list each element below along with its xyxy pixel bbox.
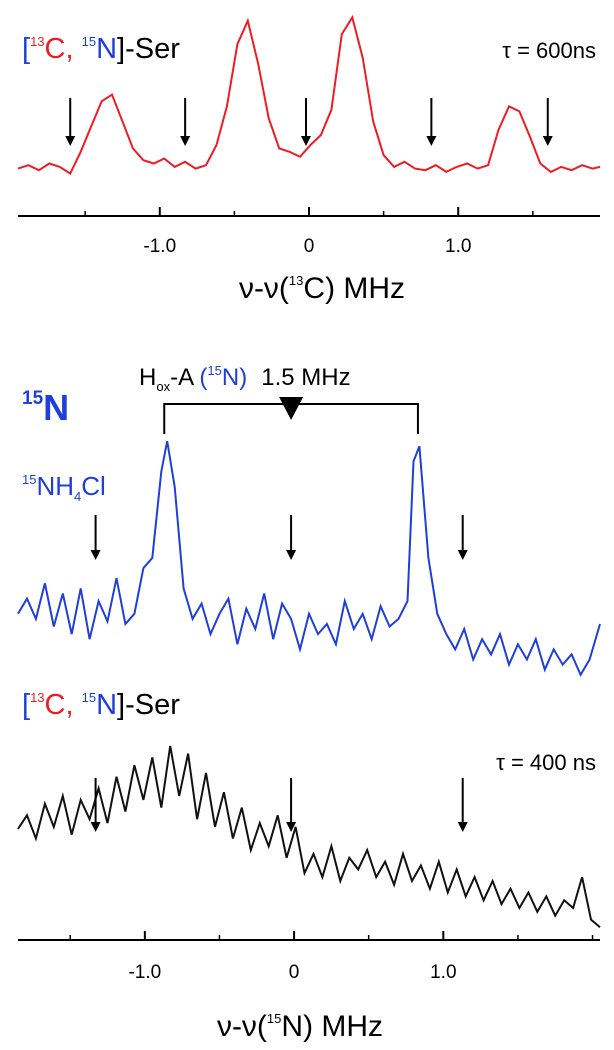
top-tick-label: 1.0 bbox=[445, 236, 471, 257]
top-arrows bbox=[65, 98, 553, 146]
bottom-x-ticks: -1.0 0 1.0 bbox=[69, 931, 594, 983]
bottom-arrows bbox=[90, 515, 468, 832]
blue-arrow bbox=[286, 515, 297, 560]
top-tick-label: 0 bbox=[304, 236, 315, 257]
top-arrow bbox=[301, 98, 312, 146]
bracket-center-marker bbox=[279, 397, 304, 420]
black-arrow bbox=[457, 778, 468, 832]
bottom-sample-label: [13C, 15N]-Ser bbox=[22, 689, 180, 721]
top-x-ticks: -1.0 0 1.0 bbox=[84, 207, 534, 257]
top-tick-label: -1.0 bbox=[143, 236, 176, 257]
bottom-tick-label: 0 bbox=[289, 962, 300, 983]
bottom-panel-15n: 15N Hox-A (15N) 1.5 MHz 15NH4Cl [13C, 15N… bbox=[17, 363, 601, 1043]
top-arrow bbox=[542, 98, 553, 146]
bottom-tick-label: 1.0 bbox=[430, 962, 456, 983]
nh4cl-label: 15NH4Cl bbox=[22, 471, 106, 504]
top-arrow bbox=[65, 98, 76, 146]
top-tau-label: τ = 600ns bbox=[502, 38, 596, 63]
top-x-axis-title: ν-ν(13C) MHz bbox=[239, 272, 405, 305]
ser-spectrum-trace bbox=[17, 745, 601, 929]
top-spectrum-trace bbox=[17, 14, 601, 176]
bottom-tick-label: -1.0 bbox=[128, 962, 161, 983]
bottom-tau-label: τ = 400 ns bbox=[496, 750, 596, 775]
blue-arrow bbox=[457, 515, 468, 560]
black-arrow bbox=[286, 778, 297, 832]
top-arrow bbox=[426, 98, 437, 146]
top-arrow bbox=[180, 98, 191, 146]
black-arrow bbox=[90, 778, 101, 832]
bracket-label: Hox-A (15N) 1.5 MHz bbox=[139, 363, 351, 394]
bottom-x-axis-title: ν-ν(15N) MHz bbox=[217, 1010, 383, 1043]
hyperfine-bracket bbox=[163, 397, 419, 434]
top-sample-label: [13C, 15N]-Ser bbox=[22, 33, 180, 65]
panel-label-15n: 15N bbox=[22, 387, 69, 428]
nh4cl-spectrum-trace bbox=[17, 440, 601, 677]
blue-arrow bbox=[90, 515, 101, 560]
top-panel-13c: [13C, 15N]-Ser τ = 600ns -1.0 0 1.0 ν-ν(13… bbox=[17, 14, 601, 305]
